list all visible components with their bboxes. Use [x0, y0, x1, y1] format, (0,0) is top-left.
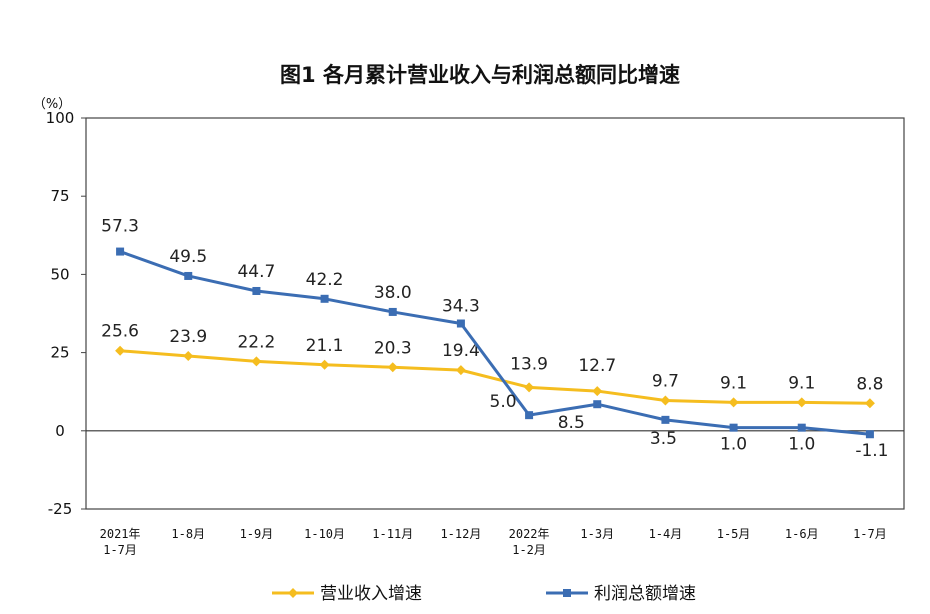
plot-frame — [85, 117, 905, 510]
data-label-revenue: 19.4 — [442, 341, 480, 361]
data-label-revenue: 9.7 — [652, 371, 679, 391]
y-tick-label: 0 — [55, 422, 65, 440]
data-label-revenue: 8.8 — [856, 374, 883, 394]
point-revenue — [251, 356, 262, 367]
point-revenue — [592, 386, 603, 397]
point-profit — [797, 423, 806, 432]
point-revenue — [796, 397, 807, 408]
data-label-profit: 57.3 — [101, 217, 139, 237]
point-revenue — [455, 365, 466, 376]
data-label-profit: 1.0 — [788, 435, 815, 455]
x-tick-label: 1-11月 — [372, 527, 413, 541]
legend: 营业收入增速 利润总额增速 — [272, 584, 696, 604]
data-label-profit: 44.7 — [237, 262, 275, 282]
legend-label-revenue: 营业收入增速 — [320, 584, 422, 604]
x-tick-label: 2022年 1-2月 — [509, 527, 550, 557]
legend-marker-profit — [563, 589, 571, 597]
point-profit — [729, 423, 738, 432]
point-revenue — [183, 351, 194, 362]
point-profit — [525, 411, 534, 420]
data-label-profit: 34.3 — [442, 297, 480, 317]
point-profit — [456, 319, 465, 328]
x-tick-label: 1-6月 — [785, 527, 819, 541]
data-label-profit: 5.0 — [490, 392, 517, 412]
data-label-revenue: 20.3 — [374, 338, 412, 358]
x-axis: 2021年 1-7月 1-8月 1-9月 1-10月 1-11月 1-12月 2022年 1-2… — [100, 527, 887, 557]
point-revenue — [387, 362, 398, 373]
chart-title: 图1 各月累计营业收入与利润总额同比增速 — [280, 63, 680, 87]
data-label-revenue: 23.9 — [169, 327, 207, 347]
point-revenue — [660, 395, 671, 406]
point-profit — [388, 307, 397, 316]
point-profit — [320, 294, 329, 303]
x-tick-label: 1-5月 — [717, 527, 751, 541]
x-tick-label: 1-10月 — [304, 527, 345, 541]
point-revenue — [864, 398, 875, 409]
data-label-revenue: 13.9 — [510, 354, 548, 374]
y-unit-label: （%） — [33, 97, 71, 112]
data-label-profit: 8.5 — [558, 413, 585, 433]
data-label-revenue: 9.1 — [720, 373, 747, 393]
legend-item-profit: 利润总额增速 — [546, 584, 696, 604]
data-label-profit: 42.2 — [306, 270, 344, 290]
legend-label-profit: 利润总额增速 — [594, 584, 696, 604]
data-label-revenue: 9.1 — [788, 373, 815, 393]
point-revenue — [728, 397, 739, 408]
data-label-profit: -1.1 — [855, 441, 888, 461]
x-tick-label: 2021年 1-7月 — [100, 527, 141, 557]
x-tick-label: 1-8月 — [171, 527, 205, 541]
point-profit — [184, 271, 193, 280]
x-tick-label: 1-12月 — [440, 527, 481, 541]
data-label-profit: 1.0 — [720, 435, 747, 455]
y-axis: 100 75 50 25 0 -25 — [46, 109, 86, 518]
point-profit — [116, 247, 125, 256]
y-tick-label: 75 — [50, 187, 69, 205]
x-tick-label: 1-7月 — [853, 527, 887, 541]
series-line-profit — [119, 250, 871, 436]
data-label-profit: 38.0 — [374, 283, 412, 303]
series-line-revenue — [119, 349, 870, 405]
x-tick-label: 1-9月 — [240, 527, 274, 541]
point-revenue — [115, 345, 126, 356]
data-label-revenue: 22.2 — [237, 332, 275, 352]
data-label-revenue: 21.1 — [306, 336, 344, 356]
point-revenue — [319, 359, 330, 370]
point-profit — [252, 286, 261, 295]
data-label-revenue: 12.7 — [578, 356, 616, 376]
data-label-revenue: 25.6 — [101, 322, 139, 342]
data-label-profit: 49.5 — [169, 247, 207, 267]
legend-marker-revenue — [288, 588, 298, 598]
y-tick-label: 50 — [50, 265, 69, 283]
y-tick-label: -25 — [48, 500, 73, 518]
y-tick-label: 100 — [46, 109, 75, 127]
legend-item-revenue: 营业收入增速 — [272, 584, 422, 604]
x-tick-label: 1-4月 — [649, 527, 683, 541]
y-tick-label: 25 — [50, 344, 69, 362]
x-tick-label: 1-3月 — [580, 527, 614, 541]
data-label-profit: 3.5 — [650, 429, 677, 449]
point-revenue — [524, 382, 535, 393]
point-profit — [593, 400, 602, 409]
point-profit — [865, 430, 874, 439]
series-layer: 25.6 23.9 22.2 21.1 20.3 19.4 13.9 12.7 9.7 9.1 9.… — [101, 217, 888, 462]
point-profit — [661, 415, 670, 424]
